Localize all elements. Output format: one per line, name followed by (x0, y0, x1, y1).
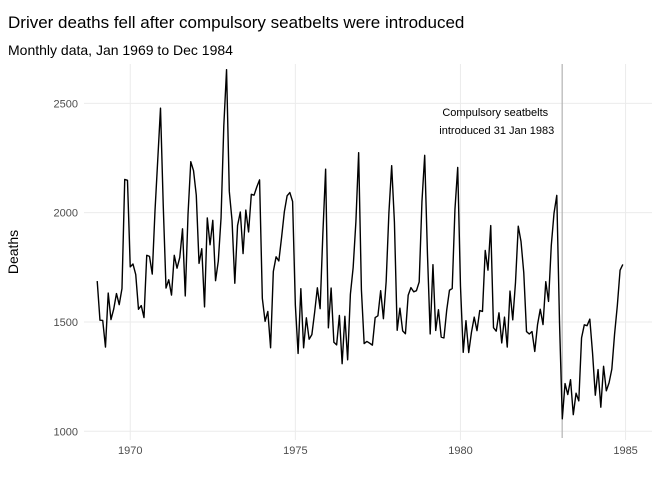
y-axis-label: Deaths (5, 230, 21, 274)
y-tick-label: 2500 (54, 98, 78, 110)
x-tick-label: 1980 (448, 445, 472, 457)
seatbelt-annotation: Compulsory seatbelts introduced 31 Jan 1… (439, 107, 554, 137)
x-tick-label: 1985 (613, 445, 637, 457)
chart-subtitle: Monthly data, Jan 1969 to Dec 1984 (8, 42, 233, 58)
annotation-line-1: Compulsory seatbelts (442, 107, 548, 119)
x-tick-label: 1975 (283, 445, 307, 457)
gridlines (84, 64, 652, 440)
y-tick-label: 1500 (54, 317, 78, 329)
y-tick-labels: 1000 1500 2000 2500 (54, 98, 78, 438)
annotation-line-2: introduced 31 Jan 1983 (439, 125, 554, 137)
chart-title: Driver deaths fell after compulsory seat… (8, 13, 464, 32)
x-tick-labels: 1970 1975 1980 1985 (118, 445, 638, 457)
series-line-deaths (96, 68, 624, 420)
y-tick-label: 2000 (54, 208, 78, 220)
y-tick-label: 1000 (54, 426, 78, 438)
x-tick-label: 1970 (118, 445, 142, 457)
